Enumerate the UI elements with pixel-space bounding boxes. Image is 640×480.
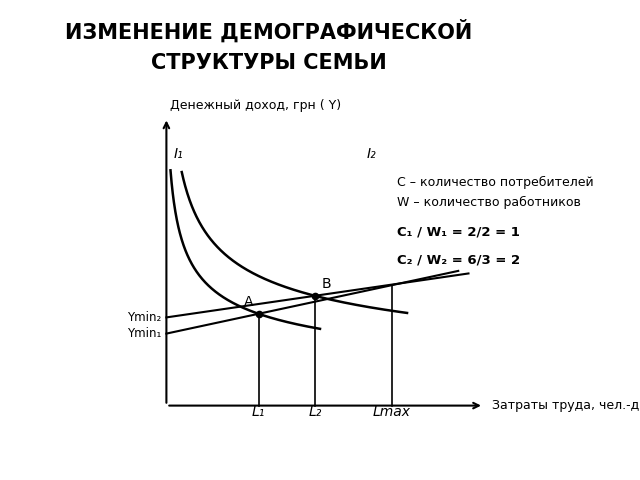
- Text: A: A: [244, 295, 253, 309]
- Text: Денежный доход, грн ( Y): Денежный доход, грн ( Y): [170, 99, 342, 112]
- Text: С – количество потребителей: С – количество потребителей: [397, 176, 593, 189]
- Text: I₂: I₂: [366, 146, 376, 161]
- Text: Lmax: Lmax: [372, 406, 411, 420]
- Text: С₁ / W₁ = 2/2 = 1: С₁ / W₁ = 2/2 = 1: [397, 225, 520, 238]
- Text: W – количество работников: W – количество работников: [397, 196, 580, 209]
- Text: Ymin₂: Ymin₂: [127, 311, 161, 324]
- Text: Затраты труда, чел.-дни  (L): Затраты труда, чел.-дни (L): [492, 399, 640, 412]
- Text: L₁: L₁: [252, 406, 265, 420]
- Text: СТРУКТУРЫ СЕМЬИ: СТРУКТУРЫ СЕМЬИ: [151, 53, 387, 73]
- Text: ИЗМЕНЕНИЕ ДЕМОГРАФИЧЕСКОЙ: ИЗМЕНЕНИЕ ДЕМОГРАФИЧЕСКОЙ: [65, 19, 472, 43]
- Text: Ymin₁: Ymin₁: [127, 327, 161, 340]
- Text: B: B: [321, 277, 331, 291]
- Text: С₂ / W₂ = 6/3 = 2: С₂ / W₂ = 6/3 = 2: [397, 253, 520, 266]
- Text: I₁: I₁: [173, 146, 183, 161]
- Text: L₂: L₂: [308, 406, 321, 420]
